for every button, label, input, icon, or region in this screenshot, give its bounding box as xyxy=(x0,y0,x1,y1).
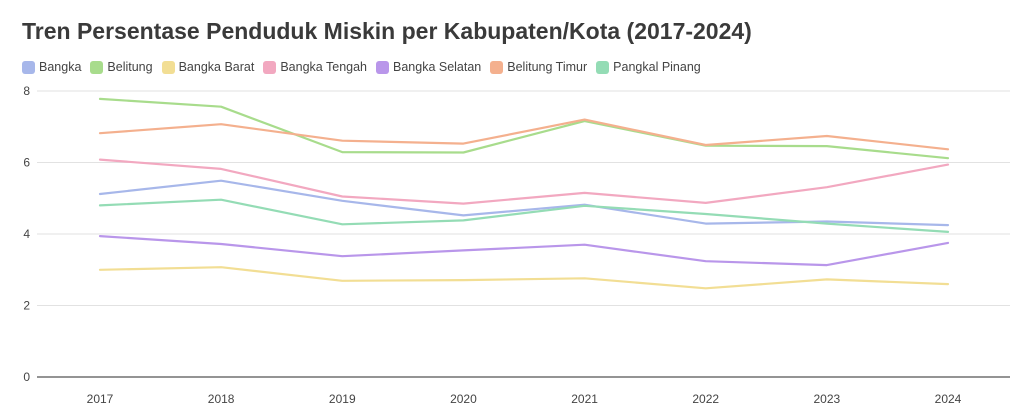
legend: Bangka Belitung Bangka Barat Bangka Tengah B… xyxy=(22,58,710,76)
x-tick-label-2022: 2022 xyxy=(692,392,719,406)
x-tick-label-2017: 2017 xyxy=(87,392,114,406)
legend-item-bangka-tengah[interactable]: Bangka Tengah xyxy=(263,60,367,74)
legend-label: Belitung Timur xyxy=(507,60,588,74)
series-line-belitung-timur xyxy=(98,118,950,151)
legend-item-belitung[interactable]: Belitung xyxy=(90,60,153,74)
x-tick-label-2018: 2018 xyxy=(208,392,235,406)
legend-swatch xyxy=(90,60,104,74)
legend-item-pangkal-pinang[interactable]: Pangkal Pinang xyxy=(596,60,701,74)
legend-label: Bangka Selatan xyxy=(393,60,482,74)
legend-swatch xyxy=(596,60,610,74)
y-tick-label-2: 2 xyxy=(23,299,30,313)
x-tick-label-2020: 2020 xyxy=(450,392,477,406)
y-tick-label-8: 8 xyxy=(23,84,30,98)
x-tick-label-2019: 2019 xyxy=(329,392,356,406)
x-tick-label-2023: 2023 xyxy=(814,392,841,406)
legend-swatch xyxy=(161,60,175,74)
legend-item-belitung-timur[interactable]: Belitung Timur xyxy=(490,60,587,74)
series-line-belitung xyxy=(98,97,950,160)
legend-swatch xyxy=(376,60,389,74)
legend-swatch xyxy=(490,60,504,74)
legend-label: Bangka Tengah xyxy=(280,60,367,74)
y-tick-label-4: 4 xyxy=(23,227,30,241)
legend-label: Bangka Barat xyxy=(178,60,255,74)
legend-item-bangka[interactable]: Bangka xyxy=(22,60,81,74)
legend-item-bangka-selatan[interactable]: Bangka Selatan xyxy=(376,60,481,74)
legend-item-bangka-barat[interactable]: Bangka Barat xyxy=(161,60,255,74)
series-line-bangka-barat xyxy=(98,266,950,290)
legend-swatch xyxy=(263,60,277,74)
legend-label: Belitung xyxy=(107,60,153,74)
y-tick-label-6: 6 xyxy=(23,156,30,170)
x-tick-label-2024: 2024 xyxy=(935,392,962,406)
series-line-pangkal-pinang xyxy=(98,198,950,233)
series-line-bangka-selatan xyxy=(98,235,950,267)
legend-label: Pangkal Pinang xyxy=(613,60,701,74)
legend-swatch xyxy=(22,60,35,74)
chart-title: Tren Persentase Penduduk Miskin per Kabu… xyxy=(22,18,752,44)
series-line-bangka-tengah xyxy=(98,158,950,205)
legend-label: Bangka xyxy=(39,60,82,74)
x-tick-label-2021: 2021 xyxy=(571,392,598,406)
y-tick-label-0: 0 xyxy=(23,370,30,384)
